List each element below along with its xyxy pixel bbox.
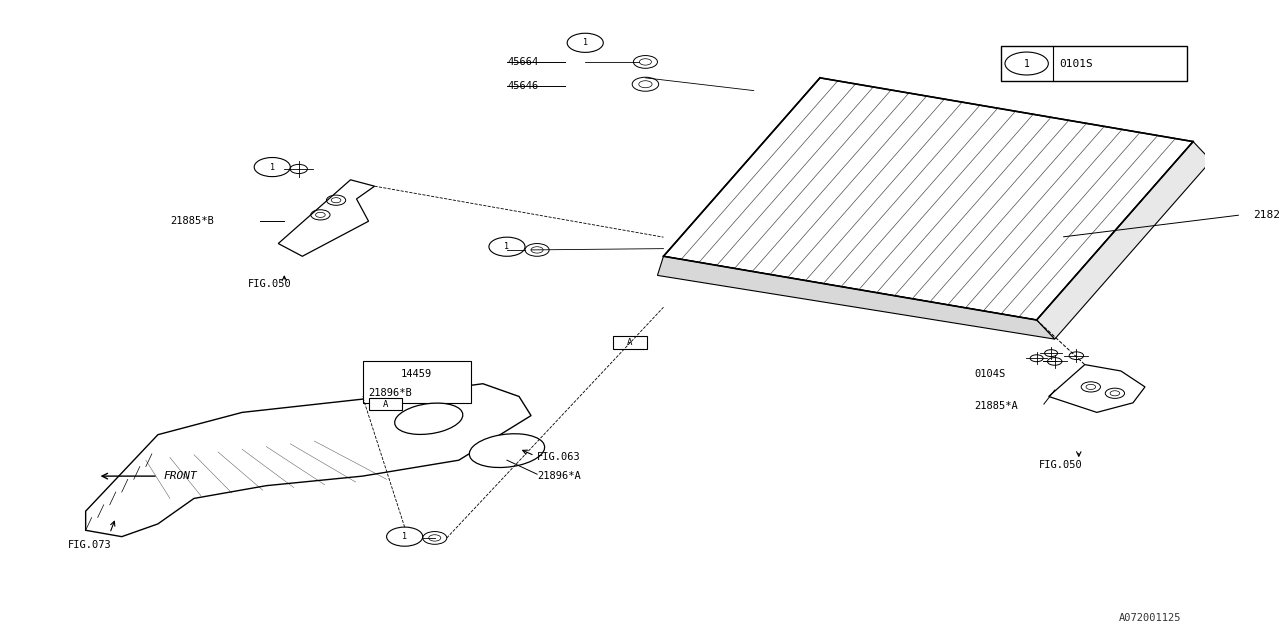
Text: A: A — [627, 338, 632, 347]
Text: 1: 1 — [504, 242, 509, 252]
Text: 1: 1 — [270, 163, 275, 172]
Text: 21885*B: 21885*B — [170, 216, 214, 226]
Text: FIG.063: FIG.063 — [538, 452, 581, 462]
Bar — [1001, 46, 1187, 81]
Text: 0101S: 0101S — [1059, 58, 1093, 68]
Bar — [613, 336, 646, 349]
Ellipse shape — [470, 434, 545, 467]
Text: 21885*A: 21885*A — [974, 401, 1018, 411]
Polygon shape — [86, 384, 531, 537]
Text: FIG.050: FIG.050 — [1039, 460, 1083, 470]
Polygon shape — [1048, 365, 1146, 412]
Text: FIG.050: FIG.050 — [248, 278, 292, 289]
Text: 0104S: 0104S — [974, 369, 1005, 379]
Text: 1: 1 — [402, 532, 407, 541]
Text: 14459: 14459 — [401, 369, 433, 379]
Text: A: A — [383, 399, 388, 408]
Ellipse shape — [394, 403, 463, 435]
Polygon shape — [1037, 141, 1211, 339]
Text: 21896*A: 21896*A — [538, 471, 581, 481]
Text: FIG.073: FIG.073 — [68, 540, 111, 550]
Polygon shape — [663, 78, 1193, 320]
Text: 21896*B: 21896*B — [369, 388, 412, 398]
Polygon shape — [658, 256, 1055, 339]
Bar — [369, 397, 402, 410]
Bar — [362, 362, 471, 403]
Text: FRONT: FRONT — [164, 471, 197, 481]
Text: 45646: 45646 — [507, 81, 538, 90]
Text: 21821: 21821 — [1253, 210, 1280, 220]
Polygon shape — [278, 180, 375, 256]
Text: 45664: 45664 — [507, 57, 538, 67]
Text: A072001125: A072001125 — [1119, 612, 1181, 623]
Text: 1: 1 — [1024, 58, 1029, 68]
Text: 1: 1 — [582, 38, 588, 47]
